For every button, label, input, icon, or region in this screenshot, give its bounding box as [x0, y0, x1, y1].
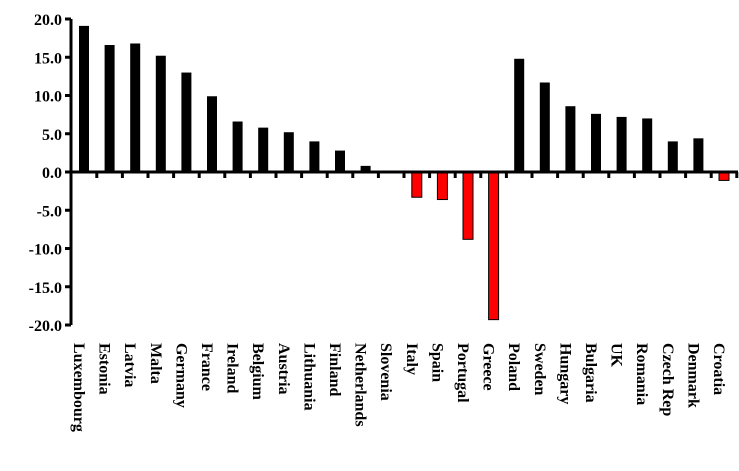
- y-tick-label: 5.0: [42, 127, 62, 144]
- x-tick-label-portugal: Portugal: [454, 343, 471, 403]
- bar-greece: [488, 171, 500, 321]
- x-tick-label-bulgaria: Bulgaria: [582, 343, 599, 403]
- bar-estonia: [104, 45, 115, 173]
- bar-germany: [181, 72, 192, 172]
- x-tick-label-belgium: Belgium: [249, 343, 266, 401]
- x-tick-label-greece: Greece: [480, 343, 497, 391]
- x-tick-label-lithuania: Lithuania: [300, 343, 317, 411]
- y-tick-label: 0.0: [42, 165, 62, 182]
- x-tick-label-italy: Italy: [403, 343, 420, 375]
- x-tick-label-latvia: Latvia: [121, 343, 138, 387]
- bar-belgium: [258, 127, 269, 172]
- x-tick-label-spain: Spain: [428, 343, 445, 382]
- x-tick-label-germany: Germany: [172, 343, 189, 408]
- x-tick-label-netherlands: Netherlands: [352, 343, 369, 427]
- x-tick-label-finland: Finland: [326, 343, 343, 396]
- labels-layer: 20.0 15.0 10.0 5.0 0.0 -5.0 -10.0 -15.0 -20.0 Lux…: [29, 12, 727, 432]
- x-tick-label-ireland: Ireland: [224, 343, 241, 393]
- bar-lithuania: [309, 141, 320, 172]
- bar-luxembourg: [79, 25, 89, 172]
- bar-finland: [335, 150, 345, 172]
- bar-bulgaria: [591, 113, 601, 172]
- bar-austria: [283, 132, 294, 172]
- x-tick-label-hungary: Hungary: [556, 343, 573, 404]
- y-tick-label: -10.0: [29, 242, 62, 259]
- x-tick-label-denmark: Denmark: [684, 343, 701, 408]
- bars-layer: [79, 25, 730, 321]
- bar-malta: [155, 55, 166, 172]
- bar-portugal: [462, 171, 474, 240]
- bar-france: [207, 96, 217, 172]
- bar-ireland: [232, 121, 243, 172]
- x-tick-label-malta: Malta: [147, 343, 164, 384]
- y-tick-label: -5.0: [37, 203, 62, 220]
- bar-poland: [514, 58, 525, 172]
- x-tick-label-poland: Poland: [505, 343, 522, 391]
- bar-uk: [616, 116, 627, 172]
- x-tick-label-slovenia: Slovenia: [377, 343, 394, 401]
- bar-netherlands: [360, 165, 371, 172]
- y-tick-label: 15.0: [34, 50, 62, 67]
- bar-italy: [411, 171, 423, 198]
- x-tick-label-croatia: Croatia: [710, 343, 727, 395]
- x-tick-label-uk: UK: [608, 343, 625, 368]
- bar-spain: [436, 171, 448, 201]
- x-tick-label-czech-rep: Czech Rep: [659, 343, 676, 416]
- y-tick-label: 20.0: [34, 12, 62, 29]
- y-tick-label: 10.0: [34, 89, 62, 106]
- x-tick-label-sweden: Sweden: [531, 343, 548, 396]
- x-tick-label-estonia: Estonia: [96, 343, 113, 395]
- x-tick-label-luxembourg: Luxembourg: [70, 343, 87, 432]
- x-tick-label-romania: Romania: [633, 343, 650, 405]
- bar-denmark: [693, 138, 704, 172]
- bar-romania: [642, 118, 653, 172]
- y-tick-label: -15.0: [29, 280, 62, 297]
- bar-czech-rep: [667, 141, 678, 172]
- bar-hungary: [565, 106, 576, 172]
- y-tick-label: -20.0: [29, 318, 62, 335]
- x-tick-label-france: France: [198, 343, 215, 391]
- axes-layer: [65, 17, 739, 327]
- x-tick-label-austria: Austria: [275, 343, 292, 395]
- bar-sweden: [539, 82, 550, 172]
- bar-latvia: [130, 43, 141, 173]
